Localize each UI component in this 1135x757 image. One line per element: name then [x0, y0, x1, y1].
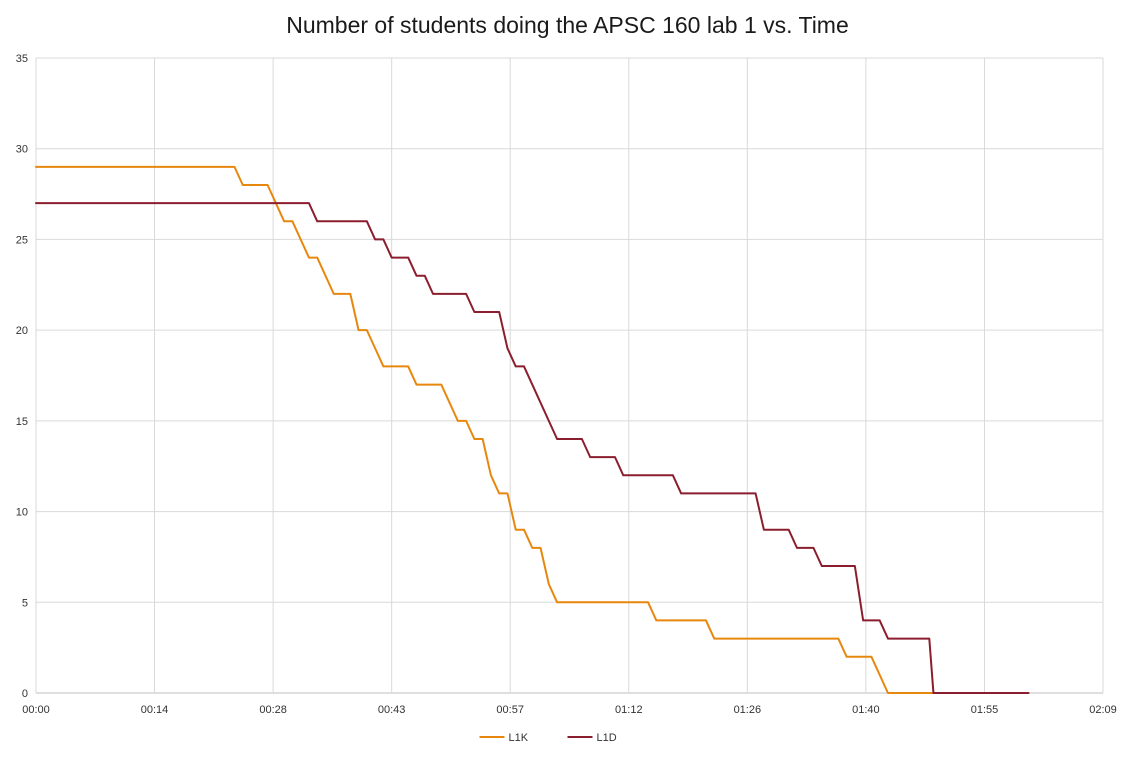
- legend-label: L1K: [509, 732, 529, 744]
- axes: 0 5 10 15 20 25 30 35 00:00 00:14 00:28 00:43 00:57 0…: [16, 53, 1117, 716]
- x-tick-label: 00:57: [496, 704, 524, 716]
- legend-item-l1d: L1D: [567, 732, 617, 744]
- x-tick-label: 00:43: [378, 704, 406, 716]
- legend-label: L1D: [597, 732, 617, 744]
- y-tick-label: 20: [16, 325, 28, 337]
- x-tick-label: 01:40: [852, 704, 880, 716]
- y-tick-label: 25: [16, 234, 28, 246]
- y-tick-label: 30: [16, 144, 28, 156]
- x-tick-label: 01:26: [734, 704, 762, 716]
- grid-lines: [35, 57, 1104, 694]
- y-tick-label: 0: [22, 688, 28, 700]
- x-tick-label: 00:14: [141, 704, 169, 716]
- series-line-l1d: [35, 202, 1030, 694]
- y-tick-label: 5: [22, 597, 28, 609]
- chart-title: Number of students doing the APSC 160 la…: [286, 12, 849, 38]
- series-lines: [35, 165, 1030, 694]
- x-tick-label: 01:12: [615, 704, 643, 716]
- y-tick-label: 10: [16, 507, 28, 519]
- x-tick-label: 00:00: [22, 704, 50, 716]
- x-tick-label: 01:55: [971, 704, 999, 716]
- x-tick-label: 00:28: [259, 704, 287, 716]
- y-tick-label: 35: [16, 53, 28, 65]
- x-tick-label: 02:09: [1089, 704, 1117, 716]
- series-line-l1k: [35, 165, 939, 694]
- y-tick-label: 15: [16, 416, 28, 428]
- legend: L1K L1D: [479, 732, 617, 744]
- legend-item-l1k: L1K: [479, 732, 529, 744]
